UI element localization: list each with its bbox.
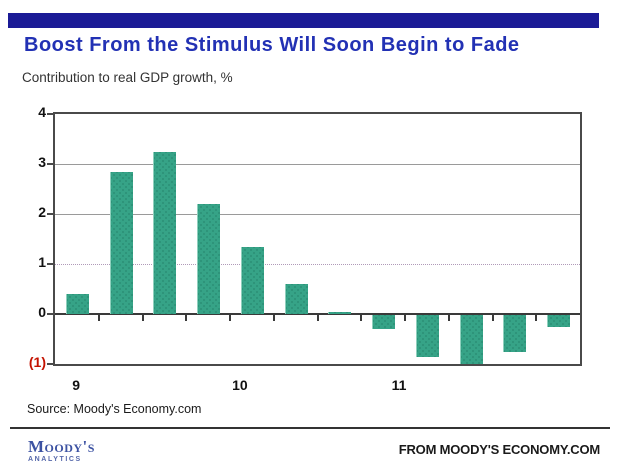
x-axis-label-11: 11 [391,377,407,393]
zero-axis-line [55,313,580,315]
moodys-logo-name: Moody's [28,437,95,456]
bar-11Q2 [459,315,483,364]
footer-divider [10,427,610,429]
plot-area [47,112,582,366]
bar-10Q4 [372,315,396,329]
bar-09Q1 [65,294,89,314]
x-axis-label-9: 9 [72,377,80,393]
bar-09Q2 [109,171,133,314]
gridline-2 [55,214,580,215]
y-axis-label-n1n: (1) [28,354,46,370]
y-axis-label-0: 0 [38,304,46,320]
source-note: Source: Moody's Economy.com [27,402,202,416]
chart-title: Boost From the Stimulus Will Soon Begin … [24,34,520,56]
y-axis-label-4: 4 [38,104,46,120]
x-axis-tick [360,315,363,321]
y-axis-tick [47,263,53,265]
x-axis-tick [447,315,450,321]
y-axis-tick [47,213,53,215]
gridline-3 [55,164,580,165]
x-axis-tick [535,315,538,321]
moodys-logo-division: ANALYTICS [28,456,82,463]
bar-11Q3 [503,315,527,352]
x-axis-label-10: 10 [232,377,248,393]
chart-subtitle: Contribution to real GDP growth, % [22,70,233,85]
y-axis-label-2: 2 [38,204,46,220]
x-axis-tick [404,315,406,321]
x-axis-tick [97,315,100,321]
bar-11Q1 [415,315,439,357]
moodys-logo: Moody's ANALYTICS [28,438,95,463]
x-axis-tick [141,315,144,321]
y-axis-tick [47,163,53,165]
footer-attribution: FROM MOODY'S ECONOMY.COM [398,442,600,457]
bar-09Q4 [197,204,221,314]
bar-11Q4 [547,315,571,327]
top-accent-band [8,13,599,28]
bar-10Q3 [328,311,352,314]
x-axis-tick [316,315,319,321]
x-axis-tick [272,315,275,321]
bar-10Q2 [284,284,308,314]
y-axis-tick [47,113,53,115]
bar-10Q1 [240,246,264,314]
y-axis-tick [47,313,53,315]
y-axis-label-1: 1 [38,254,46,270]
gridline-1 [55,264,580,265]
x-axis-tick [229,315,231,321]
y-axis-tick [47,363,53,365]
x-axis-tick [185,315,188,321]
y-axis-label-3: 3 [38,154,46,170]
x-axis-tick [491,315,494,321]
bar-09Q3 [153,151,177,314]
